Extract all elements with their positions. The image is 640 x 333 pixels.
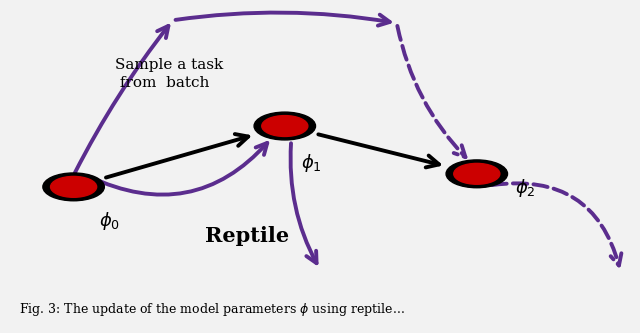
Circle shape [254,112,316,140]
Text: $\phi_1$: $\phi_1$ [301,152,321,174]
Text: Reptile: Reptile [205,226,289,246]
Text: $\phi_2$: $\phi_2$ [515,177,536,199]
Text: Fig. 3: The update of the model parameters $\phi$ using reptile...: Fig. 3: The update of the model paramete… [19,300,405,318]
Circle shape [43,173,104,201]
Circle shape [454,164,500,184]
Text: Sample a task
 from  batch: Sample a task from batch [115,58,223,90]
Circle shape [446,160,508,188]
Circle shape [262,116,308,137]
Circle shape [51,176,97,197]
Text: $\phi_0$: $\phi_0$ [99,210,120,232]
